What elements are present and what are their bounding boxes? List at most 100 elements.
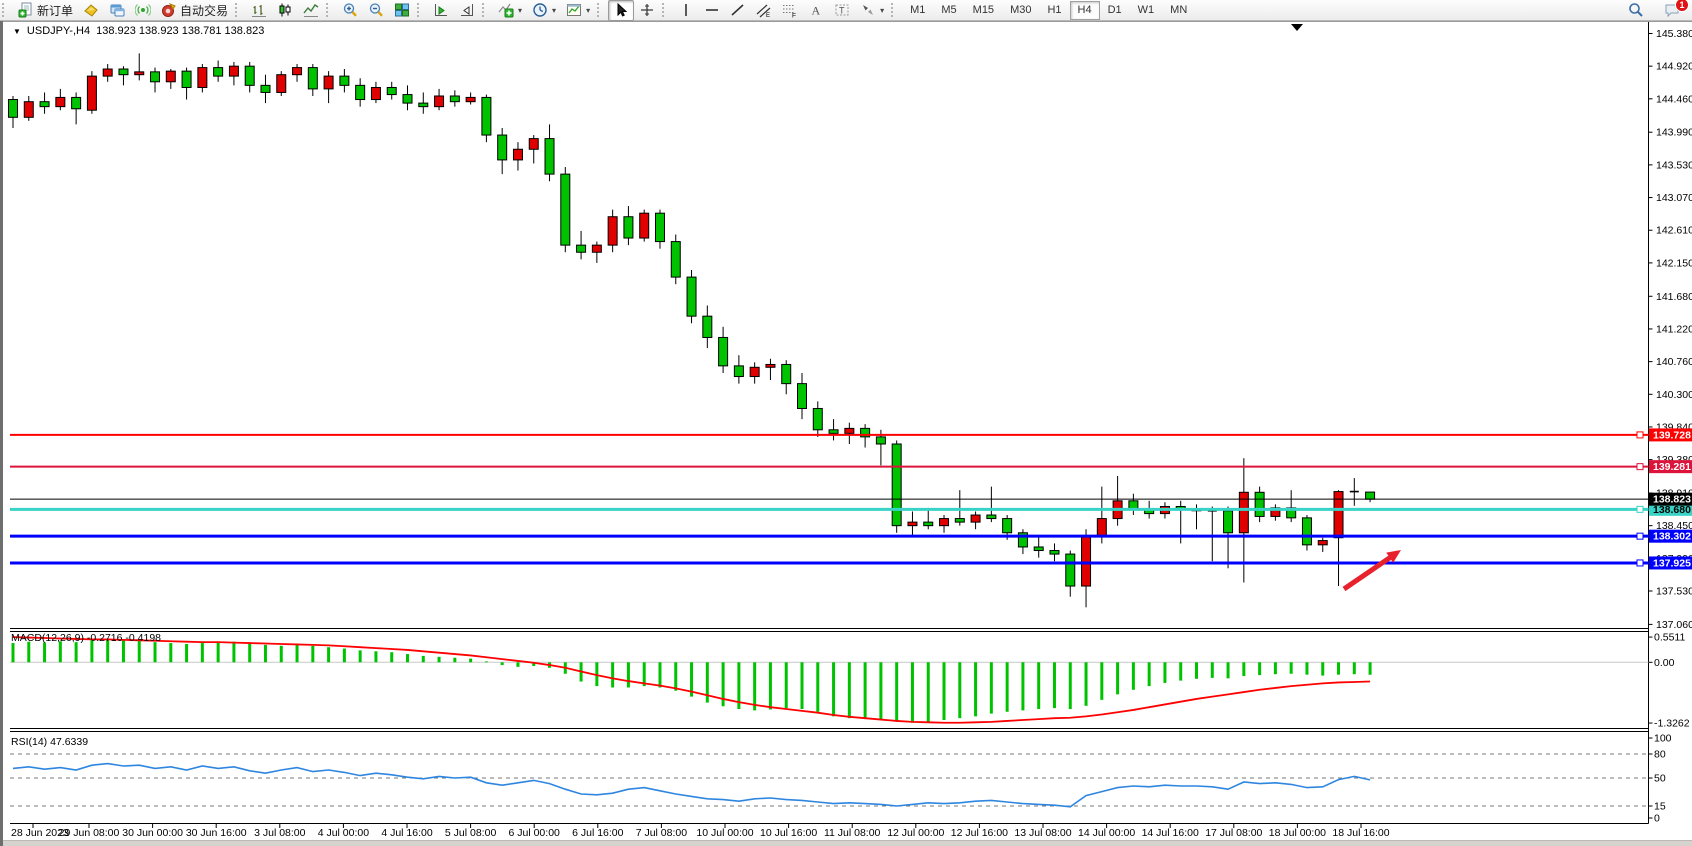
main-toolbar: 新订单 (0, 0, 1692, 21)
timeframe-m30[interactable]: M30 (1010, 3, 1032, 16)
text-tool-button[interactable]: A (803, 0, 829, 21)
line-handle[interactable] (1636, 505, 1644, 513)
price-tag (1649, 460, 1692, 474)
candle-body (23, 101, 34, 118)
chart-shift-icon (461, 4, 474, 16)
candle-body (560, 173, 571, 246)
crosshair-tool-button[interactable] (634, 0, 660, 21)
toolbar-grip[interactable] (597, 3, 606, 17)
toolbar-grip[interactable] (482, 3, 491, 17)
candle-body (292, 67, 303, 76)
candle-body (481, 96, 492, 136)
time-axis-label: 17 Jul 08:00 (1205, 827, 1262, 839)
timeframe-m15[interactable]: M15 (972, 3, 995, 16)
zoom-out-button[interactable] (363, 0, 389, 21)
toolbar-grip[interactable] (662, 3, 671, 17)
candlestick-mode-button[interactable] (272, 0, 298, 21)
line-handle[interactable] (1636, 559, 1644, 567)
candle-body (1002, 518, 1013, 534)
equidistant-channel-icon: E (756, 4, 771, 18)
tile-windows-button[interactable] (389, 0, 415, 21)
fibonacci-tool-button[interactable]: F (777, 0, 803, 21)
line-chart-mode-button[interactable] (298, 0, 324, 21)
chart-shift-marker[interactable] (1291, 24, 1303, 31)
autotrading-button[interactable]: 自动交易 (156, 0, 233, 21)
candle-body (449, 95, 460, 103)
price-tick-label: 138.450 (1656, 520, 1692, 532)
templates-button[interactable]: ▾ (561, 0, 595, 21)
text-label-tool-button[interactable]: T (829, 0, 855, 21)
horizontal-line-tool-button[interactable] (699, 0, 725, 21)
periods-button[interactable]: ▾ (527, 0, 561, 21)
chart-canvas[interactable]: 145.380 144.920 144.460 143.990 143.530 143.0… (3, 21, 1692, 846)
signals-button[interactable] (130, 0, 156, 21)
cursor-icon (617, 2, 628, 17)
timeframe-m1[interactable]: M1 (910, 3, 926, 16)
price-tick-label: 145.380 (1656, 28, 1692, 40)
vertical-line-tool-button[interactable] (673, 0, 699, 21)
candle-body (102, 68, 113, 77)
market-watch-button[interactable] (104, 0, 130, 21)
trendline-tool-button[interactable] (725, 0, 751, 21)
time-axis-label: 12 Jul 00:00 (887, 827, 944, 839)
price-tag (1649, 428, 1692, 442)
svg-text:A: A (812, 4, 821, 18)
candle-body (686, 276, 697, 317)
timeframe-mn[interactable]: MN (1170, 3, 1188, 16)
toolbar-grip[interactable] (235, 3, 244, 17)
timeframe-w1[interactable]: W1 (1137, 3, 1155, 16)
svg-text:F: F (792, 13, 796, 19)
channel-tool-button[interactable]: E (751, 0, 777, 21)
notifications-button[interactable]: 1 (1659, 0, 1689, 21)
toolbar-grip[interactable] (891, 3, 900, 17)
candle-body (213, 67, 224, 77)
line-handle[interactable] (1636, 463, 1644, 471)
candle-body (607, 216, 618, 246)
candle-body (276, 74, 287, 93)
toolbar-grip[interactable] (417, 3, 426, 17)
price-tick-label: 144.460 (1656, 93, 1692, 105)
price-tag (1649, 556, 1692, 570)
timeframe-d1[interactable]: D1 (1107, 3, 1122, 16)
new-order-button[interactable]: 新订单 (13, 0, 78, 21)
price-tick-label: 142.610 (1656, 225, 1692, 237)
line-handle[interactable] (1636, 532, 1644, 540)
candle-body (370, 86, 381, 101)
arrow-shapes-icon (863, 5, 874, 15)
metaeditor-button[interactable] (78, 0, 104, 21)
time-axis-label: 6 Jul 16:00 (572, 827, 624, 839)
timeframe-h4[interactable]: H4 (1069, 0, 1100, 20)
arrows-tool-button[interactable]: ▾ (855, 0, 889, 21)
price-tick-label: 140.300 (1656, 389, 1692, 401)
candle-body (418, 102, 429, 108)
chart-title-collapse-icon[interactable]: ▼ (13, 26, 21, 36)
indicators-button[interactable]: ▾ (493, 0, 527, 21)
arrows-dropdown-caret: ▾ (880, 5, 885, 15)
time-axis-label: 30 Jun 00:00 (122, 827, 183, 839)
search-button[interactable] (1623, 0, 1649, 21)
candle-body (591, 244, 602, 253)
cursor-tool-button[interactable] (608, 0, 635, 21)
annotation-arrow-head[interactable] (1386, 550, 1401, 563)
time-axis-label: 7 Jul 08:00 (636, 827, 688, 839)
annotation-arrow[interactable] (1342, 553, 1395, 592)
vertical-line-icon (685, 4, 687, 16)
candle-body (434, 95, 445, 108)
toolbar-right-group: 1 (1623, 0, 1689, 21)
time-axis-label: 5 Jul 08:00 (445, 827, 497, 839)
timeframe-m5[interactable]: M5 (941, 3, 957, 16)
terminal-windows-icon (110, 4, 125, 17)
timeframe-h1[interactable]: H1 (1047, 3, 1062, 16)
metaeditor-icon (84, 4, 98, 17)
toolbar-grip[interactable] (326, 3, 335, 17)
auto-scroll-button[interactable] (428, 0, 454, 21)
time-axis-label: 18 Jul 00:00 (1269, 827, 1326, 839)
line-handle[interactable] (1636, 431, 1644, 439)
new-order-icon (18, 2, 32, 18)
bar-chart-mode-button[interactable] (246, 0, 272, 21)
price-tick-label: 142.150 (1656, 257, 1692, 269)
chart-window: ▼ USDJPY-,H4 138.923 138.923 138.781 138… (0, 21, 1692, 846)
toolbar-grip[interactable] (2, 3, 11, 17)
chart-shift-button[interactable] (454, 0, 480, 21)
zoom-in-button[interactable] (337, 0, 363, 21)
